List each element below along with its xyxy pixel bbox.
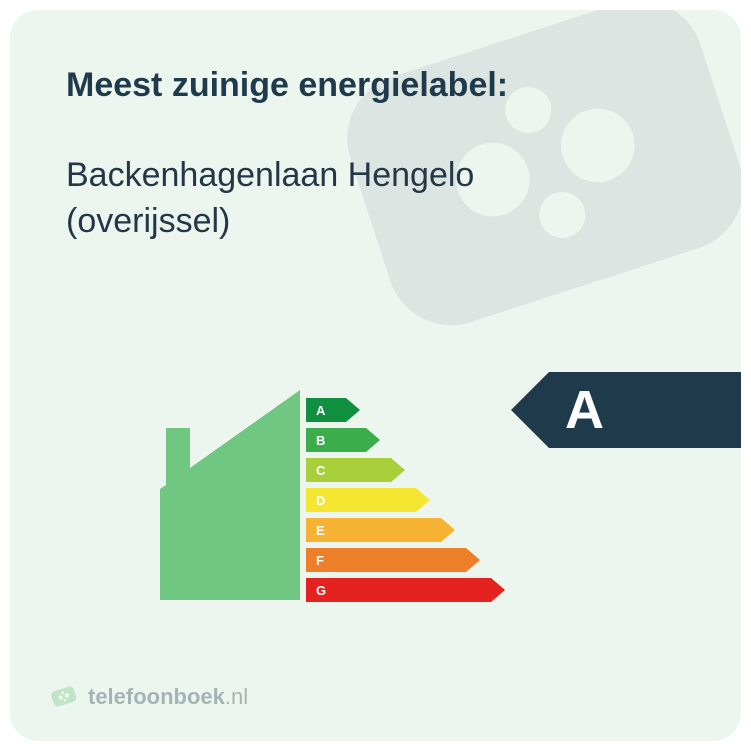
energy-bar-a: A — [306, 398, 505, 422]
page-title: Meest zuinige energielabel: — [66, 66, 685, 105]
bar-arrow-icon — [391, 458, 405, 482]
energy-bars: ABCDEFG — [306, 398, 505, 608]
location-subtitle: Backenhagenlaan Hengelo (overijssel) — [66, 153, 626, 245]
energy-bar-g: G — [306, 578, 505, 602]
energy-bar-b: B — [306, 428, 505, 452]
house-icon — [160, 390, 300, 600]
bar-arrow-icon — [346, 398, 360, 422]
footer-brand: telefoonboek.nl — [50, 683, 248, 711]
brand-logo-icon — [50, 683, 78, 711]
bar-arrow-icon — [466, 548, 480, 572]
energy-bar-label: F — [306, 548, 466, 572]
rating-letter: A — [549, 372, 741, 448]
energy-bar-label: A — [306, 398, 346, 422]
energy-label-chart: ABCDEFG A — [10, 380, 741, 620]
rating-indicator: A — [511, 372, 741, 448]
energy-bar-d: D — [306, 488, 505, 512]
energy-bar-label: B — [306, 428, 366, 452]
energy-bar-c: C — [306, 458, 505, 482]
energy-bar-label: D — [306, 488, 416, 512]
brand-name-bold: telefoonboek — [88, 684, 225, 709]
brand-name-tld: .nl — [225, 684, 248, 709]
info-card: Meest zuinige energielabel: Backenhagenl… — [10, 10, 741, 741]
bar-arrow-icon — [491, 578, 505, 602]
bar-arrow-icon — [416, 488, 430, 512]
bar-arrow-icon — [441, 518, 455, 542]
rating-arrow-tip — [511, 372, 549, 448]
energy-bar-label: E — [306, 518, 441, 542]
brand-text: telefoonboek.nl — [88, 684, 248, 710]
energy-bar-label: G — [306, 578, 491, 602]
bar-arrow-icon — [366, 428, 380, 452]
energy-bar-f: F — [306, 548, 505, 572]
energy-bar-e: E — [306, 518, 505, 542]
content-area: Meest zuinige energielabel: Backenhagenl… — [10, 10, 741, 741]
energy-bar-label: C — [306, 458, 391, 482]
